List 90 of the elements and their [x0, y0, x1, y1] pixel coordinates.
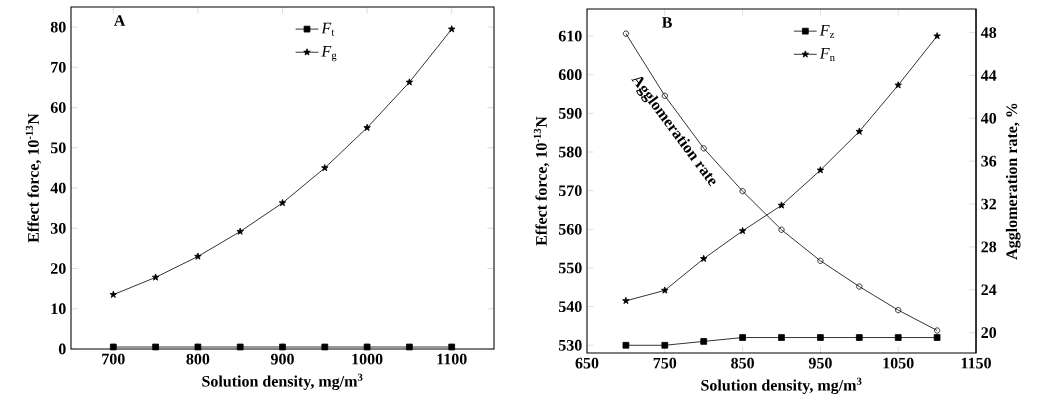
- point: [816, 166, 825, 174]
- y-tick-label: 30: [50, 222, 66, 234]
- y-axis-title: Effect force, 10$^{-13}$N: [533, 116, 550, 246]
- point: [895, 307, 902, 314]
- point: [622, 341, 630, 349]
- y-tick-label: 0: [58, 343, 66, 355]
- x-tick-label: 700: [102, 353, 125, 365]
- point: [700, 254, 708, 262]
- y2-tick-label: 24: [981, 284, 997, 296]
- y2-tick-label: 20: [981, 327, 997, 339]
- legend-label: F$_{n}$: [819, 48, 835, 61]
- point: [278, 199, 287, 207]
- point: [151, 273, 160, 281]
- point: [817, 257, 824, 264]
- point: [855, 334, 863, 341]
- x-tick-label: 1150: [961, 357, 991, 369]
- point: [817, 334, 824, 341]
- legend-label: F$_{g}$: [321, 46, 337, 62]
- y2-tick-label: 48: [980, 27, 997, 38]
- point: [279, 343, 286, 351]
- legend-label: F$_{z}$: [819, 24, 835, 38]
- point: [109, 290, 117, 298]
- x-tick-label: 1050: [883, 357, 914, 369]
- x-tick-label: 800: [186, 353, 210, 365]
- y-tick-label: 40: [50, 182, 66, 194]
- chart-title: B: [662, 17, 672, 28]
- x-tick-label: 1100: [437, 353, 467, 365]
- x-tick-label: 750: [653, 357, 677, 369]
- x-axis-title: Solution density, mg/m$^{3}$: [701, 377, 862, 395]
- point: [700, 145, 707, 152]
- point: [777, 201, 786, 209]
- y-tick-label: 20: [50, 263, 66, 274]
- point: [406, 343, 413, 351]
- x-tick-label: 850: [731, 357, 754, 369]
- point: [700, 338, 708, 345]
- legend-label: F$_{t}$: [321, 22, 335, 36]
- point: [405, 78, 414, 86]
- y2-axis-title: Agglomeration rate, %: [1005, 103, 1021, 260]
- y2-tick-label: 32: [981, 198, 997, 210]
- point: [739, 334, 746, 341]
- y-tick-label: 10: [51, 303, 66, 315]
- y-tick-label: 50: [50, 142, 66, 154]
- point: [236, 227, 244, 235]
- y-tick-label: 530: [558, 339, 582, 351]
- point: [855, 127, 863, 135]
- point: [448, 343, 456, 351]
- x-axis-title: Solution density, mg/m$^{3}$: [202, 373, 363, 391]
- y-tick-label: 610: [558, 30, 582, 42]
- point: [778, 226, 785, 233]
- point: [738, 226, 747, 235]
- point: [363, 343, 371, 351]
- point: [448, 25, 456, 33]
- y-tick-label: 540: [558, 301, 582, 313]
- x-tick-label: 950: [808, 357, 832, 369]
- x-tick-label: 650: [575, 357, 599, 369]
- point: [194, 252, 202, 260]
- point: [109, 343, 117, 351]
- y-tick-label: 600: [558, 69, 582, 81]
- point: [321, 343, 329, 351]
- point: [622, 296, 630, 305]
- chart-title: A: [113, 15, 126, 26]
- point: [856, 283, 863, 290]
- point: [778, 334, 785, 341]
- y-tick-label: 60: [50, 102, 66, 113]
- x-tick-label: 900: [270, 353, 294, 365]
- x-tick-label: 1000: [352, 353, 383, 365]
- point: [236, 343, 244, 351]
- point: [321, 164, 329, 172]
- point: [661, 341, 669, 349]
- point: [363, 123, 371, 131]
- point: [194, 343, 202, 351]
- y2-tick-label: 40: [980, 112, 997, 124]
- y-tick-label: 580: [558, 146, 582, 158]
- point: [894, 334, 902, 341]
- y-tick-label: 550: [558, 262, 582, 274]
- y-tick-label: 570: [558, 185, 582, 197]
- y2-tick-label: 28: [981, 241, 997, 253]
- point: [661, 286, 669, 294]
- point: [933, 32, 941, 40]
- y-axis-title: Effect force, 10$^{-13}$N: [25, 113, 42, 243]
- point: [894, 81, 902, 89]
- point: [933, 334, 941, 341]
- y-tick-label: 80: [50, 21, 66, 33]
- point: [152, 343, 159, 351]
- y-tick-label: 70: [51, 61, 66, 73]
- point: [739, 188, 746, 195]
- y2-tick-label: 36: [981, 155, 997, 167]
- y-tick-label: 590: [558, 107, 582, 119]
- y2-tick-label: 44: [980, 70, 997, 81]
- y-tick-label: 560: [558, 223, 582, 235]
